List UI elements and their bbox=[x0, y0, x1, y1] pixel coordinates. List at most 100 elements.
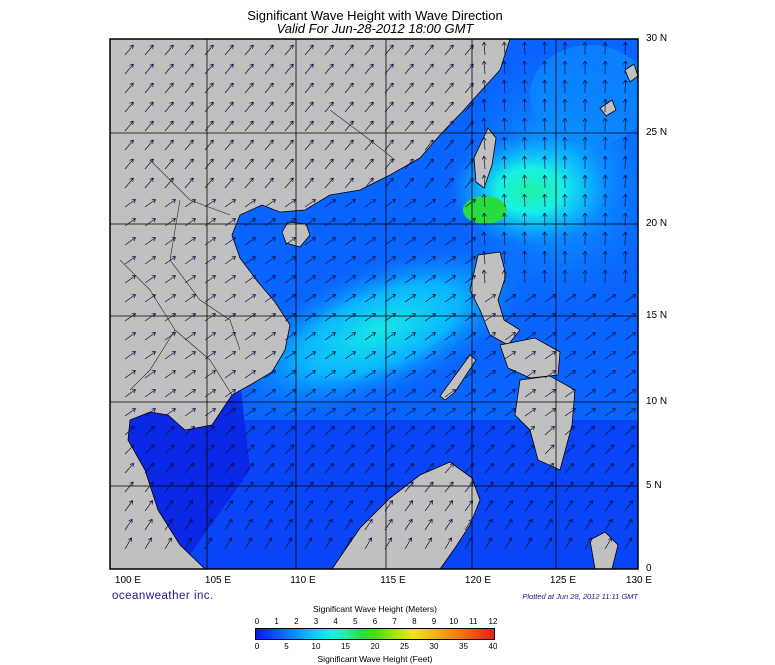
wave-arrow bbox=[204, 63, 214, 75]
wave-arrow bbox=[424, 537, 433, 550]
wave-arrow bbox=[464, 389, 476, 398]
wave-arrow bbox=[504, 370, 516, 379]
wave-arrow bbox=[344, 158, 354, 170]
wave-arrow bbox=[584, 294, 596, 303]
wave-arrow bbox=[224, 44, 234, 56]
wave-arrow bbox=[184, 294, 196, 303]
lon-label-105e: 105 E bbox=[204, 575, 232, 586]
wave-arrow bbox=[244, 82, 254, 94]
wave-arrow bbox=[184, 158, 194, 170]
wave-arrow bbox=[384, 425, 395, 436]
wave-arrow bbox=[522, 212, 527, 227]
wave-arrow bbox=[304, 139, 314, 151]
wave-arrow bbox=[464, 462, 475, 474]
wave-arrow bbox=[501, 269, 507, 284]
wave-arrow bbox=[284, 313, 296, 322]
wave-arrow bbox=[184, 139, 194, 151]
wave-arrow bbox=[204, 332, 216, 341]
wave-arrow bbox=[364, 44, 374, 56]
wave-arrow bbox=[484, 537, 493, 550]
wave-arrow bbox=[344, 332, 356, 341]
wave-arrow bbox=[404, 332, 416, 341]
wave-arrow bbox=[584, 425, 595, 436]
wave-arrow bbox=[364, 158, 374, 170]
wave-arrow bbox=[124, 44, 134, 56]
wave-arrow bbox=[562, 117, 568, 132]
wave-arrow bbox=[364, 332, 376, 341]
wave-arrow bbox=[224, 82, 234, 94]
wave-arrow bbox=[524, 518, 533, 531]
wave-arrow bbox=[604, 408, 616, 417]
wave-arrow bbox=[364, 500, 374, 512]
wave-arrow bbox=[524, 351, 536, 360]
wave-arrow bbox=[164, 444, 175, 455]
wave-arrow bbox=[244, 101, 254, 113]
wave-arrow bbox=[464, 44, 474, 56]
wave-arrow bbox=[364, 313, 376, 322]
wave-arrow bbox=[522, 98, 527, 113]
wave-arrow bbox=[604, 332, 616, 341]
wave-arrow bbox=[124, 158, 134, 170]
wave-arrow bbox=[464, 101, 474, 113]
colorbar-tick-feet: 0 bbox=[254, 642, 260, 651]
wave-arrow bbox=[364, 408, 376, 417]
wave-arrow bbox=[364, 120, 374, 132]
colorbar-title-meters: Significant Wave Height (Meters) bbox=[313, 604, 437, 614]
wave-arrow bbox=[324, 158, 334, 170]
wave-arrow bbox=[304, 199, 316, 208]
wave-arrow bbox=[124, 294, 136, 303]
wave-arrow bbox=[624, 294, 636, 303]
wave-arrow bbox=[324, 351, 336, 360]
wave-arrow bbox=[444, 139, 454, 151]
wave-arrow bbox=[481, 155, 487, 170]
wave-arrow bbox=[524, 389, 536, 398]
wave-arrow bbox=[204, 518, 213, 531]
wave-arrow bbox=[124, 370, 136, 379]
wave-arrow bbox=[404, 256, 416, 265]
land-masses bbox=[110, 39, 638, 569]
wave-arrow bbox=[504, 332, 516, 341]
wave-arrow bbox=[444, 537, 453, 550]
wave-arrow bbox=[404, 537, 413, 550]
wave-arrow bbox=[224, 444, 235, 455]
wave-arrow bbox=[264, 177, 274, 189]
wave-arrow bbox=[304, 82, 314, 94]
wave-arrow bbox=[404, 370, 416, 379]
wave-arrow bbox=[624, 370, 636, 379]
wave-arrow bbox=[544, 351, 556, 360]
wave-arrow bbox=[501, 117, 507, 132]
wave-arrow bbox=[542, 212, 548, 227]
wave-arrow bbox=[501, 155, 507, 170]
wave-arrow bbox=[304, 518, 313, 531]
wave-arrow bbox=[584, 351, 596, 360]
wave-arrow bbox=[284, 537, 293, 550]
wave-arrow bbox=[324, 199, 336, 208]
wave-arrow bbox=[364, 351, 376, 360]
wave-arrow bbox=[144, 139, 154, 151]
lat-label-25n: 25 N bbox=[646, 127, 668, 138]
wave-arrow bbox=[344, 101, 354, 113]
wave-arrow bbox=[501, 41, 507, 56]
wave-arrow bbox=[264, 139, 274, 151]
wave-arrow bbox=[501, 136, 507, 151]
wave-arrow bbox=[324, 44, 334, 56]
wave-arrow bbox=[124, 177, 134, 189]
wave-arrow bbox=[204, 537, 213, 550]
wave-arrow bbox=[204, 481, 214, 493]
wave-arrow bbox=[224, 351, 236, 360]
wave-arrow bbox=[224, 332, 236, 341]
wave-arrow bbox=[424, 139, 434, 151]
wave-arrow bbox=[604, 425, 615, 436]
wave-arrow bbox=[602, 269, 608, 284]
wave-arrow bbox=[522, 136, 527, 151]
wave-arrow bbox=[364, 462, 375, 474]
wave-arrow bbox=[164, 332, 176, 341]
wave-arrow bbox=[464, 177, 474, 189]
wave-arrow bbox=[522, 41, 527, 56]
wave-arrow bbox=[324, 500, 334, 512]
wave-arrow bbox=[562, 41, 568, 56]
wave-arrow bbox=[444, 63, 454, 75]
wave-arrow bbox=[324, 481, 334, 493]
wave-arrow bbox=[144, 313, 156, 322]
wave-arrow bbox=[404, 218, 416, 227]
